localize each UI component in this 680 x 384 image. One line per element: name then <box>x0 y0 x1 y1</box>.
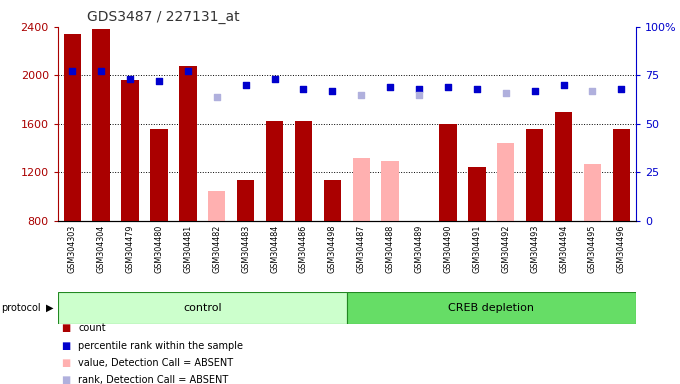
Text: GDS3487 / 227131_at: GDS3487 / 227131_at <box>87 10 239 25</box>
Bar <box>497 143 515 221</box>
Text: ■: ■ <box>61 358 71 368</box>
Bar <box>613 129 630 221</box>
Bar <box>469 167 486 221</box>
Bar <box>381 161 398 221</box>
Point <box>124 76 135 82</box>
Bar <box>150 129 168 221</box>
Point <box>385 84 396 90</box>
Text: rank, Detection Call = ABSENT: rank, Detection Call = ABSENT <box>78 375 228 384</box>
Text: GSM304498: GSM304498 <box>328 225 337 273</box>
Point <box>587 88 598 94</box>
Text: ▶: ▶ <box>46 303 54 313</box>
Text: GSM304491: GSM304491 <box>473 225 481 273</box>
Text: value, Detection Call = ABSENT: value, Detection Call = ABSENT <box>78 358 233 368</box>
Bar <box>180 66 197 221</box>
Bar <box>266 121 284 221</box>
Bar <box>324 180 341 221</box>
Point <box>471 86 482 92</box>
Text: GSM304489: GSM304489 <box>415 225 424 273</box>
Text: GSM304493: GSM304493 <box>530 225 539 273</box>
Bar <box>237 180 254 221</box>
Text: GSM304483: GSM304483 <box>241 225 250 273</box>
Text: GSM304492: GSM304492 <box>501 225 510 273</box>
Text: GSM304488: GSM304488 <box>386 225 394 273</box>
Point <box>413 92 424 98</box>
Point <box>240 82 251 88</box>
Text: GSM304490: GSM304490 <box>443 225 452 273</box>
Point <box>413 86 424 92</box>
Point <box>96 68 107 74</box>
Bar <box>208 190 226 221</box>
Text: GSM304494: GSM304494 <box>559 225 568 273</box>
Point <box>327 88 338 94</box>
Text: GSM304304: GSM304304 <box>97 225 105 273</box>
Point <box>182 68 193 74</box>
Text: GSM304495: GSM304495 <box>588 225 597 273</box>
Point <box>298 86 309 92</box>
Text: ■: ■ <box>61 341 71 351</box>
Point <box>269 76 280 82</box>
Text: GSM304484: GSM304484 <box>270 225 279 273</box>
Text: ■: ■ <box>61 323 71 333</box>
Point <box>558 82 569 88</box>
Text: control: control <box>183 303 222 313</box>
Text: GSM304479: GSM304479 <box>126 225 135 273</box>
Bar <box>58 292 347 324</box>
Bar <box>353 158 370 221</box>
Point <box>616 86 627 92</box>
Point <box>356 92 367 98</box>
Text: GSM304303: GSM304303 <box>68 225 77 273</box>
Text: GSM304487: GSM304487 <box>357 225 366 273</box>
Bar <box>347 292 636 324</box>
Text: GSM304481: GSM304481 <box>184 225 192 273</box>
Bar <box>64 34 81 221</box>
Text: percentile rank within the sample: percentile rank within the sample <box>78 341 243 351</box>
Point <box>443 84 454 90</box>
Bar <box>295 121 312 221</box>
Bar <box>439 124 457 221</box>
Point <box>529 88 540 94</box>
Point <box>500 90 511 96</box>
Text: CREB depletion: CREB depletion <box>448 303 534 313</box>
Text: ■: ■ <box>61 375 71 384</box>
Bar <box>122 80 139 221</box>
Text: protocol: protocol <box>1 303 41 313</box>
Point <box>154 78 165 84</box>
Point <box>211 94 222 100</box>
Point <box>67 68 78 74</box>
Bar <box>92 29 110 221</box>
Bar <box>526 129 543 221</box>
Text: GSM304482: GSM304482 <box>212 225 221 273</box>
Bar <box>555 112 573 221</box>
Bar <box>584 164 601 221</box>
Text: GSM304496: GSM304496 <box>617 225 626 273</box>
Text: GSM304480: GSM304480 <box>154 225 163 273</box>
Text: count: count <box>78 323 106 333</box>
Text: GSM304486: GSM304486 <box>299 225 308 273</box>
